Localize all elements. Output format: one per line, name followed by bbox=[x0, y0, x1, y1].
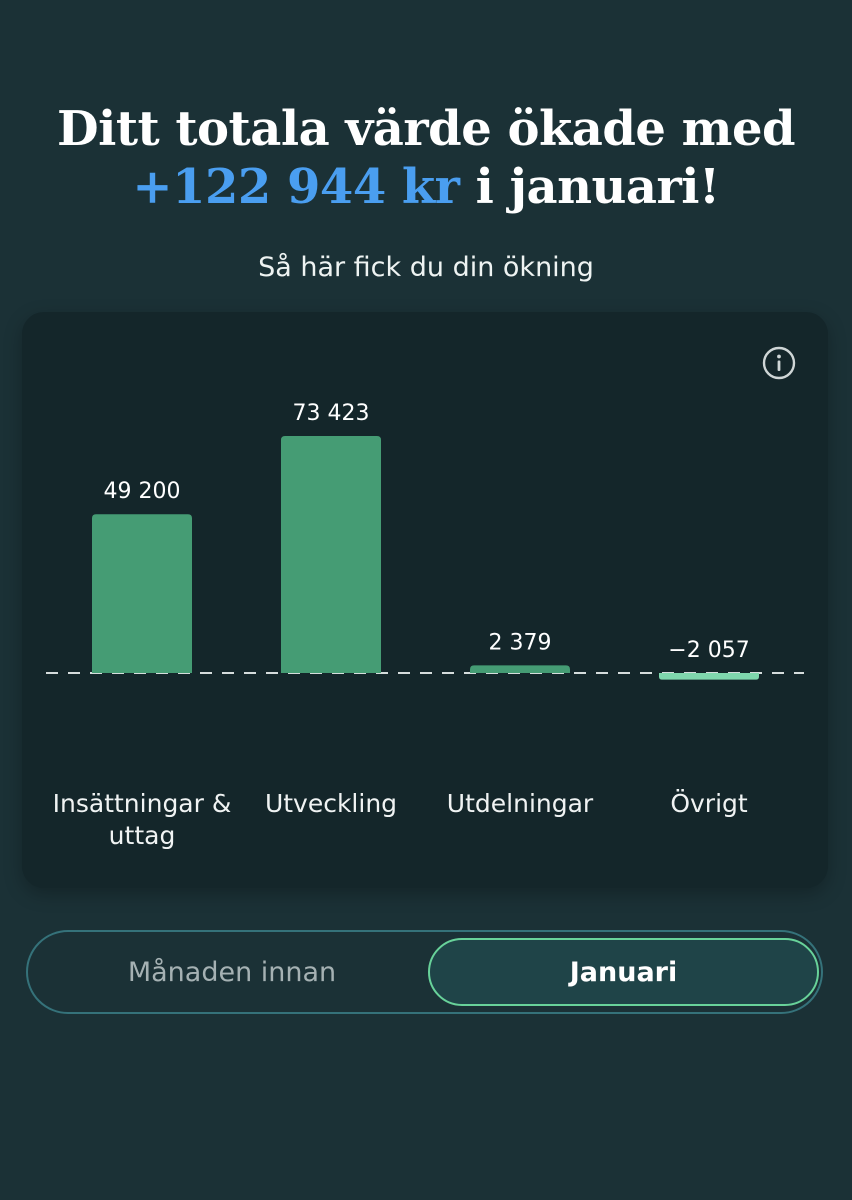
bar-value-label: 49 200 bbox=[104, 479, 181, 504]
page-title: Ditt totala värde ökade med +122 944 kr … bbox=[0, 100, 852, 216]
headline-line-1: Ditt totala värde ökade med bbox=[56, 101, 796, 157]
bar-value-label: 73 423 bbox=[293, 401, 370, 426]
total-increase-amount: +122 944 kr bbox=[132, 159, 460, 215]
bar bbox=[281, 436, 381, 673]
bar-value-label: 2 379 bbox=[489, 630, 552, 655]
page-subtitle: Så här fick du din ökning bbox=[258, 252, 594, 283]
info-circle-icon[interactable] bbox=[762, 346, 796, 380]
category-label: Insättningar & uttag bbox=[53, 789, 232, 850]
toggle-january[interactable]: Januari bbox=[428, 938, 819, 1006]
period-toggle: Månaden innan Januari bbox=[26, 930, 823, 1014]
category-label: Övrigt bbox=[670, 789, 748, 818]
bar-value-label: −2 057 bbox=[668, 638, 749, 663]
toggle-previous-month[interactable]: Månaden innan bbox=[127, 956, 337, 988]
category-label: Utveckling bbox=[265, 789, 397, 818]
category-label: Utdelningar bbox=[447, 789, 594, 818]
headline-month-text: i januari! bbox=[459, 159, 720, 215]
bar bbox=[470, 665, 570, 673]
headline-line-2: +122 944 kr i januari! bbox=[0, 158, 852, 216]
breakdown-bar-chart: 49 200 Insättningar & uttag 73 423 Utvecklin… bbox=[46, 401, 804, 850]
bar bbox=[92, 514, 192, 673]
bar-negative bbox=[659, 673, 759, 680]
breakdown-chart-card: 49 200 Insättningar & uttag 73 423 Utvecklin… bbox=[22, 312, 828, 888]
